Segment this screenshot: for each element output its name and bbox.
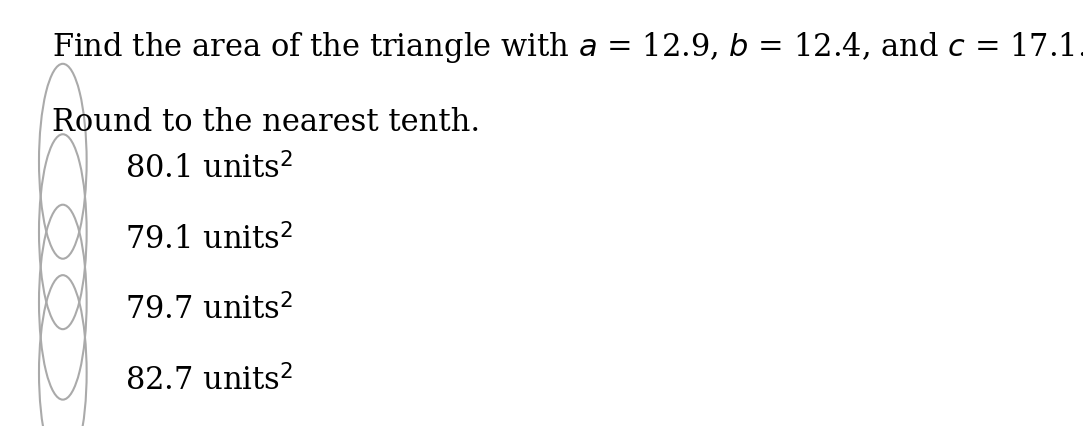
- Text: 79.1 units$^{2}$: 79.1 units$^{2}$: [125, 223, 292, 256]
- Text: 80.1 units$^{2}$: 80.1 units$^{2}$: [125, 153, 292, 185]
- Text: 79.7 units$^{2}$: 79.7 units$^{2}$: [125, 294, 292, 326]
- Text: 82.7 units$^{2}$: 82.7 units$^{2}$: [125, 364, 292, 396]
- Text: Find the area of the triangle with $a$ = 12.9, $b$ = 12.4, and $c$ = 17.1.: Find the area of the triangle with $a$ =…: [52, 30, 1083, 65]
- Text: Round to the nearest tenth.: Round to the nearest tenth.: [52, 106, 480, 138]
